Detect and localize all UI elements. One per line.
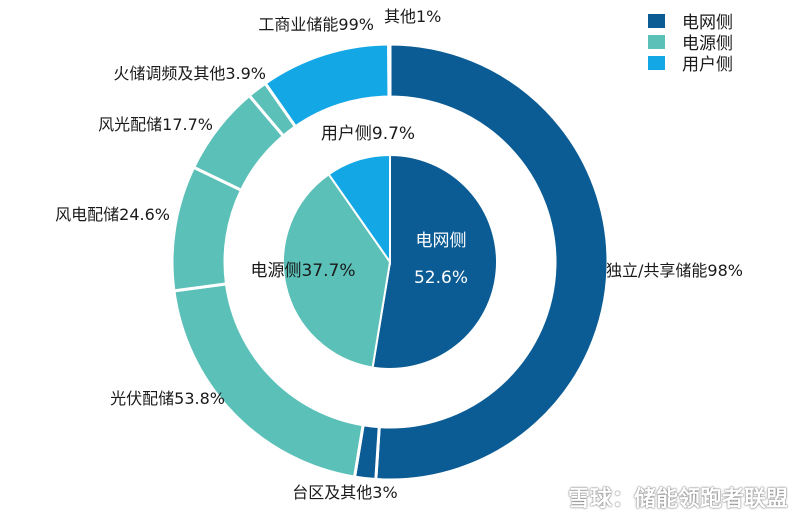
legend: 电网侧 电源侧 用户侧 bbox=[648, 10, 733, 75]
outer-label-thermal-fm: 火储调频及其他3.9% bbox=[113, 64, 266, 83]
inner-slice-grid bbox=[371, 153, 499, 370]
inner-label-user: 用户侧9.7% bbox=[321, 124, 415, 144]
inner-slice-source bbox=[282, 172, 392, 369]
legend-item-grid: 电网侧 bbox=[648, 10, 733, 33]
inner-label-source: 电源侧37.7% bbox=[250, 261, 355, 281]
legend-label-user: 用户侧 bbox=[682, 55, 733, 75]
watermark-text: 雪球：储能领跑者联盟 bbox=[567, 487, 788, 512]
outer-label-substation-other: 台区及其他3% bbox=[292, 483, 397, 502]
outer-label-wind-pv: 风光配储17.7% bbox=[98, 115, 213, 134]
legend-item-source: 电源侧 bbox=[648, 31, 733, 54]
legend-swatch-grid bbox=[648, 13, 665, 28]
snowball-logo-icon bbox=[534, 484, 560, 510]
outer-label-commercial: 工商业储能99% bbox=[258, 15, 374, 34]
outer-label-wind: 风电配储24.6% bbox=[55, 205, 170, 224]
outer-label-pv: 光伏配储53.8% bbox=[110, 389, 225, 408]
inner-slice-user bbox=[327, 153, 391, 266]
outer-label-independent-shared: 独立/共享储能98% bbox=[606, 261, 743, 280]
outer-slice-independent-shared bbox=[374, 42, 610, 482]
outer-slice-user-other bbox=[387, 42, 392, 99]
legend-swatch-source bbox=[648, 34, 665, 49]
inner-label-grid-value: 52.6% bbox=[414, 268, 468, 288]
outer-label-user-other: 其他1% bbox=[384, 7, 441, 26]
legend-label-grid: 电网侧 bbox=[682, 13, 733, 33]
legend-swatch-user bbox=[648, 55, 665, 70]
legend-label-source: 电源侧 bbox=[682, 34, 733, 54]
watermark: 雪球：储能领跑者联盟 bbox=[534, 481, 788, 513]
legend-item-user: 用户侧 bbox=[648, 52, 733, 75]
inner-label-grid-name: 电网侧 bbox=[416, 231, 467, 251]
